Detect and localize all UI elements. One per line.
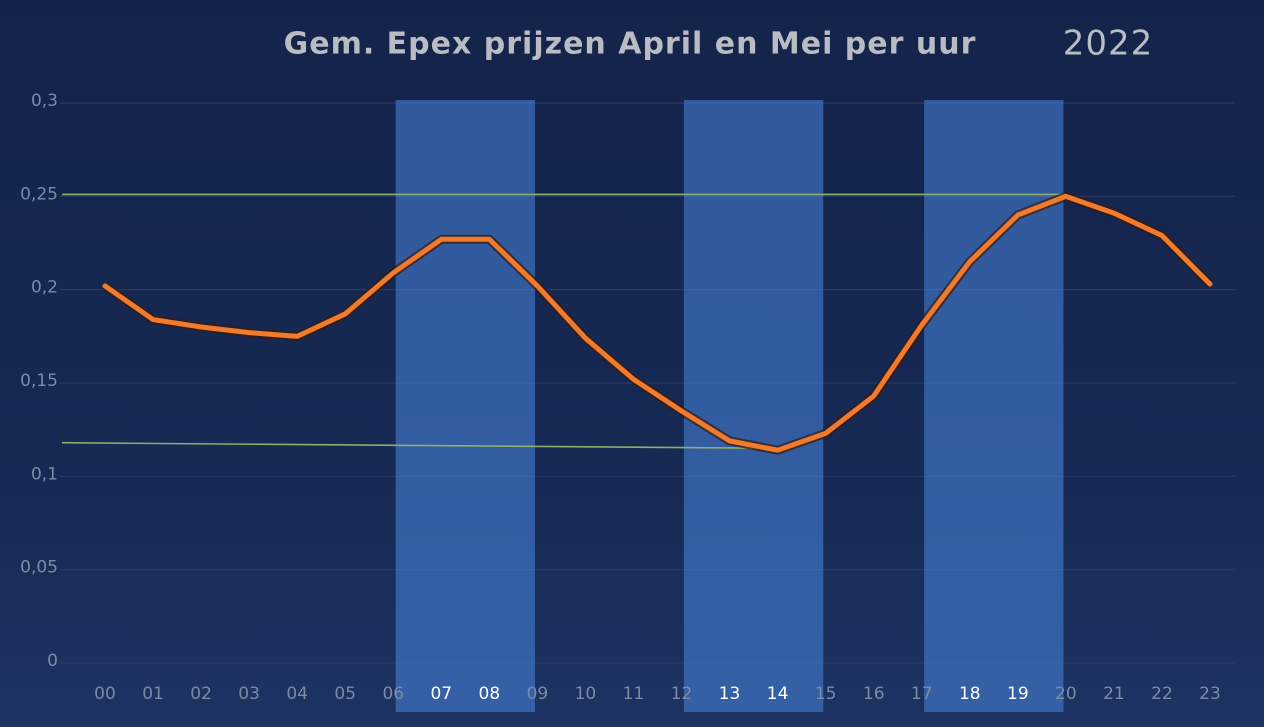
x-tick-label: 22 xyxy=(1151,684,1173,704)
x-tick-label: 03 xyxy=(238,684,260,704)
y-tick-label: 0 xyxy=(47,651,58,671)
chart-title: Gem. Epex prijzen April en Mei per uur xyxy=(284,27,977,62)
x-tick-label: 17 xyxy=(911,684,933,704)
x-tick-label: 12 xyxy=(671,684,693,704)
y-tick-label: 0,1 xyxy=(31,464,58,484)
x-tick-label: 05 xyxy=(334,684,356,704)
series-line xyxy=(102,193,1213,453)
x-tick-label: 18 xyxy=(959,684,981,704)
x-tick-label: 14 xyxy=(767,684,789,704)
chart-title-year: 2022 xyxy=(1063,24,1154,64)
x-tick-label: 20 xyxy=(1055,684,1077,704)
highlight-band xyxy=(924,100,1064,712)
y-tick-label: 0,15 xyxy=(20,371,58,391)
x-tick-label: 16 xyxy=(863,684,885,704)
x-tick-label: 01 xyxy=(142,684,164,704)
x-tick-label: 21 xyxy=(1103,684,1125,704)
x-tick-label: 11 xyxy=(623,684,645,704)
x-tick-label: 02 xyxy=(190,684,212,704)
highlight-band xyxy=(683,100,824,712)
x-tick-label: 23 xyxy=(1199,684,1221,704)
y-tick-label: 0,25 xyxy=(20,184,58,204)
x-tick-label: 04 xyxy=(286,684,308,704)
x-tick-label: 10 xyxy=(575,684,597,704)
x-tick-label: 15 xyxy=(815,684,837,704)
x-tick-label: 19 xyxy=(1007,684,1029,704)
y-tick-label: 0,2 xyxy=(31,278,58,298)
y-tick-label: 0,3 xyxy=(31,91,58,111)
x-tick-label: 06 xyxy=(382,684,404,704)
x-tick-label: 13 xyxy=(719,684,741,704)
highlight-band xyxy=(395,100,535,712)
x-tick-label: 00 xyxy=(94,684,116,704)
x-tick-label: 07 xyxy=(430,684,452,704)
y-tick-label: 0,05 xyxy=(20,558,58,578)
x-tick-label: 08 xyxy=(479,684,501,704)
reference-line xyxy=(61,441,778,450)
x-tick-label: 09 xyxy=(527,684,549,704)
